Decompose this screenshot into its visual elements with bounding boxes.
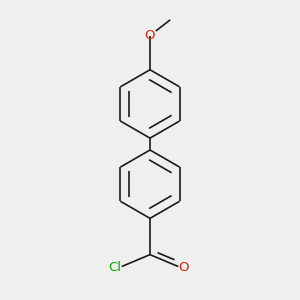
Text: O: O	[145, 29, 155, 42]
Text: Cl: Cl	[109, 261, 122, 274]
Text: O: O	[178, 261, 188, 274]
